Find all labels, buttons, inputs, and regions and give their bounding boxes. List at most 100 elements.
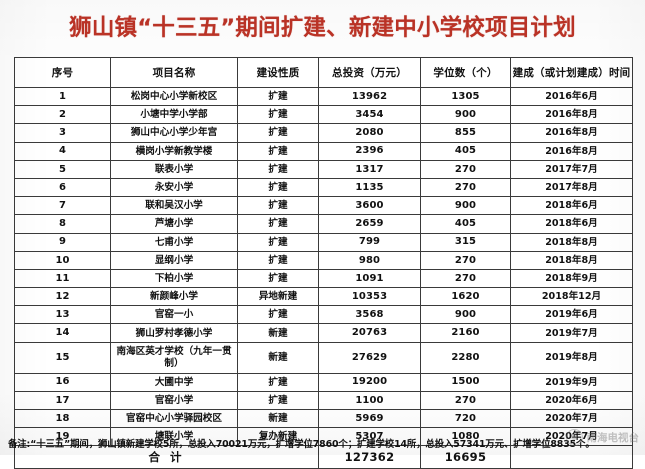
column-header-seats: 学位数（个）	[420, 57, 511, 88]
cell-project-name: 新颜峰小学	[110, 287, 238, 307]
cell-build-type: 扩建	[237, 86, 319, 107]
cell-investment: 5969	[318, 408, 421, 429]
cell-row-number: 9	[14, 232, 111, 252]
cell-seats: 1080	[420, 427, 511, 447]
cell-completion-time: 2020年6月	[510, 390, 633, 411]
cell-project-name: 联表小学	[110, 159, 238, 179]
cell-seats: 270	[420, 159, 511, 179]
page-title-text: 狮山镇“十三五”期间扩建、新建中小学校项目计划	[69, 15, 576, 41]
cell-seats: 1305	[420, 86, 511, 107]
table-row: 4 横岗小学新教学楼 扩建 2396 405 2016年8月	[14, 141, 633, 161]
cell-build-type: 复办新建	[237, 427, 319, 447]
cell-build-type: 扩建	[237, 123, 319, 143]
page-title: 狮山镇“十三五”期间扩建、新建中小学校项目计划	[0, 6, 645, 46]
cell-seats: 270	[420, 250, 511, 270]
cell-project-name: 大圃中学	[110, 372, 238, 392]
cell-build-type: 扩建	[237, 232, 319, 252]
cell-completion-time: 2018年8月	[510, 250, 633, 270]
cell-project-name: 松岗中心小学新校区	[110, 86, 238, 107]
cell-completion-time: 2018年12月	[510, 287, 633, 307]
table-row: 8 芦塘小学 扩建 2659 405 2018年6月	[14, 214, 633, 234]
cell-row-number: 14	[14, 323, 111, 343]
table-row: 11 下柏小学 扩建 1091 270 2018年9月	[14, 268, 633, 289]
cell-build-type: 扩建	[237, 372, 319, 392]
cell-completion-time: 2018年8月	[510, 232, 633, 252]
cell-seats: 315	[420, 232, 511, 252]
cell-project-name: 塘联小学	[110, 427, 238, 447]
cell-seats: 855	[420, 123, 511, 143]
cell-completion-time: 2016年8月	[510, 105, 633, 125]
column-header-name: 项目名称	[110, 57, 238, 88]
cell-project-name: 南海区英才学校（九年一贯制）	[110, 341, 238, 374]
cell-project-name: 小塘中学小学部	[110, 105, 238, 125]
cell-row-number: 7	[14, 196, 111, 216]
cell-completion-time: 2017年7月	[510, 159, 633, 179]
table-row: 10 显纲小学 扩建 980 270 2018年8月	[14, 250, 633, 270]
cell-project-name-text: 南海区英才学校（九年一贯制）	[116, 345, 232, 369]
table-row: 9 七甫小学 扩建 799 315 2018年8月	[14, 232, 633, 252]
cell-investment: 799	[318, 232, 421, 252]
footer-remark: 备注:“十三五”期间，狮山镇新建学校5所，总投入70021万元，扩增学位7860…	[8, 439, 595, 450]
project-plan-table: 序号 项目名称 建设性质 总投资（万元） 学位数（个） 建成（或计划建成）时间 …	[14, 57, 633, 469]
cell-build-type: 新建	[237, 323, 319, 343]
cell-row-number: 1	[14, 86, 111, 107]
cell-seats: 1500	[420, 372, 511, 392]
cell-completion-time: 2016年6月	[510, 86, 633, 107]
cell-project-name: 显纲小学	[110, 250, 238, 270]
column-header-time: 建成（或计划建成）时间	[510, 57, 633, 88]
cell-completion-time: 2019年7月	[510, 323, 633, 343]
table-row: 1 松岗中心小学新校区 扩建 13962 1305 2016年6月	[14, 86, 633, 107]
table-row: 18 官窑中心小学驿园校区 新建 5969 720 2020年7月	[14, 408, 633, 429]
cell-project-name: 横岗小学新教学楼	[110, 141, 238, 161]
cell-investment: 20763	[318, 323, 421, 343]
cell-row-number: 3	[14, 123, 111, 143]
cell-completion-time: 2018年6月	[510, 214, 633, 234]
cell-project-name: 官窑中心小学驿园校区	[110, 408, 238, 429]
cell-row-number: 15	[14, 341, 111, 374]
table-row: 15 南海区英才学校（九年一贯制） 新建 27629 2280 2019年8月	[14, 341, 633, 374]
cell-build-type: 扩建	[237, 105, 319, 125]
cell-project-name: 七甫小学	[110, 232, 238, 252]
cell-project-name: 芦塘小学	[110, 214, 238, 234]
cell-completion-time: 2016年8月	[510, 141, 633, 161]
cell-seats: 720	[420, 408, 511, 429]
table-row: 16 大圃中学 扩建 19200 1500 2019年9月	[14, 372, 633, 392]
cell-project-name: 永安小学	[110, 177, 238, 198]
table-row: 3 狮山中心小学少年宫 扩建 2080 855 2016年8月	[14, 123, 633, 143]
cell-row-number: 18	[14, 408, 111, 429]
cell-investment: 27629	[318, 341, 421, 374]
cell-investment: 2396	[318, 141, 421, 161]
table-header: 序号 项目名称 建设性质 总投资（万元） 学位数（个） 建成（或计划建成）时间	[14, 57, 633, 88]
cell-row-number: 5	[14, 159, 111, 179]
cell-seats: 1620	[420, 287, 511, 307]
cell-completion-time: 2018年9月	[510, 268, 633, 289]
cell-build-type: 扩建	[237, 177, 319, 198]
cell-build-type: 异地新建	[237, 287, 319, 307]
cell-build-type: 扩建	[237, 141, 319, 161]
cell-seats: 2160	[420, 323, 511, 343]
cell-investment: 980	[318, 250, 421, 270]
cell-build-type: 扩建	[237, 196, 319, 216]
cell-row-number: 6	[14, 177, 111, 198]
table-row: 13 官窑一小 扩建 3568 900 2019年6月	[14, 305, 633, 325]
cell-investment: 19200	[318, 372, 421, 392]
cell-investment: 10353	[318, 287, 421, 307]
cell-completion-time: 2017年8月	[510, 177, 633, 198]
table-row: 14 狮山罗村孝德小学 新建 20763 2160 2019年7月	[14, 323, 633, 343]
column-header-no: 序号	[14, 57, 111, 88]
cell-investment: 3568	[318, 305, 421, 325]
cell-seats: 270	[420, 390, 511, 411]
cell-seats: 270	[420, 268, 511, 289]
cell-completion-time: 2020年7月	[510, 408, 633, 429]
table-row: 7 联和吴汉小学 扩建 3600 900 2018年6月	[14, 196, 633, 216]
cell-row-number: 2	[14, 105, 111, 125]
cell-row-number: 13	[14, 305, 111, 325]
cell-investment: 3454	[318, 105, 421, 125]
cell-project-name: 官窑一小	[110, 305, 238, 325]
cell-row-number: 4	[14, 141, 111, 161]
cell-seats: 405	[420, 214, 511, 234]
cell-investment: 2080	[318, 123, 421, 143]
cell-build-type: 扩建	[237, 390, 319, 411]
cell-row-number: 12	[14, 287, 111, 307]
